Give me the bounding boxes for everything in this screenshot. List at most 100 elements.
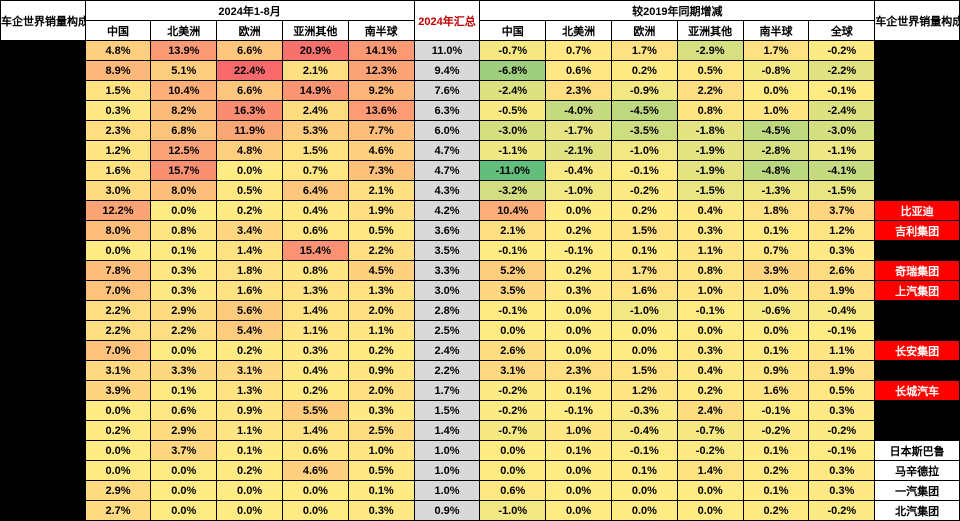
delta-cell: -0.1%: [677, 301, 743, 321]
delta-cell: -1.7%: [546, 121, 612, 141]
delta-cell: -6.8%: [480, 61, 546, 81]
row-label-left: [1, 301, 86, 321]
data-cell: 0.2%: [348, 341, 414, 361]
delta-cell: 2.6%: [480, 341, 546, 361]
total-cell: 3.3%: [414, 261, 480, 281]
table-row: 2.7%0.0%0.0%0.0%0.3%0.9%-1.0%0.0%0.0%0.0…: [1, 501, 960, 521]
delta-cell: -3.0%: [809, 121, 875, 141]
data-cell: 0.9%: [217, 401, 283, 421]
total-cell: 9.4%: [414, 61, 480, 81]
data-cell: 0.2%: [85, 421, 151, 441]
data-cell: 14.1%: [348, 41, 414, 61]
data-cell: 3.7%: [151, 441, 217, 461]
delta-cell: -0.3%: [611, 401, 677, 421]
delta-cell: 0.9%: [743, 361, 809, 381]
data-cell: 0.5%: [217, 181, 283, 201]
delta-cell: -0.1%: [480, 241, 546, 261]
delta-cell: 3.7%: [809, 201, 875, 221]
row-label-left: [1, 261, 86, 281]
row-label-left: [1, 121, 86, 141]
data-cell: 2.2%: [348, 241, 414, 261]
data-cell: 0.3%: [348, 401, 414, 421]
table-row: 8.9%5.1%22.4%2.1%12.3%9.4%-6.8%0.6%0.2%0…: [1, 61, 960, 81]
row-label-right: [875, 41, 960, 61]
delta-cell: -1.1%: [809, 141, 875, 161]
total-cell: 2.8%: [414, 301, 480, 321]
data-cell: 0.0%: [217, 501, 283, 521]
data-cell: 7.0%: [85, 341, 151, 361]
total-cell: 0.9%: [414, 501, 480, 521]
total-cell: 6.3%: [414, 101, 480, 121]
delta-cell: 0.3%: [809, 241, 875, 261]
delta-cell: -0.4%: [546, 161, 612, 181]
row-label-right: 长安集团: [875, 341, 960, 361]
data-cell: 1.3%: [217, 381, 283, 401]
table-row: 3.1%3.3%3.1%0.4%0.9%2.2%3.1%2.3%1.5%0.4%…: [1, 361, 960, 381]
delta-cell: 1.6%: [611, 281, 677, 301]
row-label-right: [875, 241, 960, 261]
data-cell: 2.9%: [151, 301, 217, 321]
delta-cell: 0.5%: [677, 61, 743, 81]
total-cell: 11.0%: [414, 41, 480, 61]
delta-cell: -4.1%: [809, 161, 875, 181]
total-cell: 3.0%: [414, 281, 480, 301]
delta-cell: 0.0%: [743, 321, 809, 341]
total-cell: 1.0%: [414, 481, 480, 501]
delta-cell: 1.4%: [677, 461, 743, 481]
delta-cell: 0.0%: [677, 321, 743, 341]
delta-cell: 0.3%: [677, 221, 743, 241]
data-cell: 5.1%: [151, 61, 217, 81]
col-header: 欧洲: [611, 21, 677, 41]
delta-cell: 0.2%: [743, 501, 809, 521]
delta-cell: 5.2%: [480, 261, 546, 281]
data-cell: 1.4%: [282, 421, 348, 441]
total-cell: 4.3%: [414, 181, 480, 201]
row-label-left: [1, 341, 86, 361]
header-right-title: 车企世界销量构成: [875, 1, 960, 41]
delta-cell: 0.0%: [611, 501, 677, 521]
row-label-right: [875, 321, 960, 341]
row-label-left: [1, 321, 86, 341]
data-cell: 0.0%: [85, 241, 151, 261]
header-group-period: 2024年1-8月: [85, 1, 414, 21]
delta-cell: 0.0%: [480, 441, 546, 461]
row-label-right: [875, 81, 960, 101]
delta-cell: 0.0%: [611, 321, 677, 341]
row-label-right: 北汽集团: [875, 501, 960, 521]
header-group-delta: 较2019年同期增减: [480, 1, 875, 21]
col-header: 中国: [85, 21, 151, 41]
table-row: 0.0%0.1%1.4%15.4%2.2%3.5%-0.1%-0.1%0.1%1…: [1, 241, 960, 261]
row-label-right: [875, 361, 960, 381]
col-header: 中国: [480, 21, 546, 41]
row-label-right: 吉利集团: [875, 221, 960, 241]
delta-cell: -2.4%: [809, 101, 875, 121]
data-cell: 14.9%: [282, 81, 348, 101]
table-row: 0.0%0.6%0.9%5.5%0.3%1.5%-0.2%-0.1%-0.3%2…: [1, 401, 960, 421]
delta-cell: 1.5%: [611, 361, 677, 381]
delta-cell: -0.1%: [809, 321, 875, 341]
col-header: 全球: [809, 21, 875, 41]
delta-cell: 0.0%: [546, 301, 612, 321]
delta-cell: 0.0%: [546, 461, 612, 481]
data-cell: 0.1%: [348, 481, 414, 501]
data-cell: 3.3%: [151, 361, 217, 381]
delta-cell: 0.4%: [677, 361, 743, 381]
data-cell: 0.3%: [282, 341, 348, 361]
delta-cell: -0.7%: [480, 41, 546, 61]
delta-cell: 1.7%: [743, 41, 809, 61]
row-label-left: [1, 81, 86, 101]
total-cell: 6.0%: [414, 121, 480, 141]
data-cell: 8.0%: [151, 181, 217, 201]
col-header: 北美洲: [546, 21, 612, 41]
data-cell: 0.0%: [151, 501, 217, 521]
delta-cell: 0.3%: [546, 281, 612, 301]
data-cell: 9.2%: [348, 81, 414, 101]
table-row: 3.9%0.1%1.3%0.2%2.0%1.7%-0.2%0.1%1.2%0.2…: [1, 381, 960, 401]
data-cell: 13.6%: [348, 101, 414, 121]
data-cell: 1.6%: [217, 281, 283, 301]
delta-cell: 0.0%: [546, 341, 612, 361]
delta-cell: 0.3%: [677, 341, 743, 361]
delta-cell: -4.5%: [743, 121, 809, 141]
data-cell: 0.0%: [151, 341, 217, 361]
col-header: 欧洲: [217, 21, 283, 41]
